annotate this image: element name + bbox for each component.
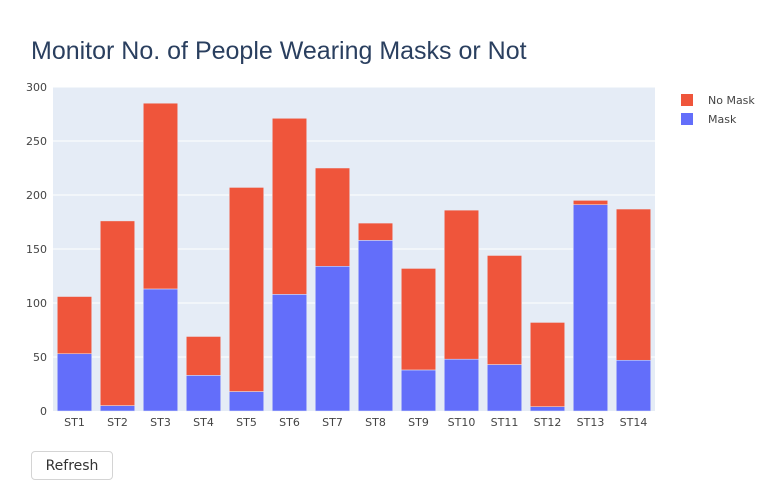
bar-mask[interactable] <box>487 364 522 412</box>
y-tick-label: 50 <box>33 351 47 364</box>
x-tick-label: ST7 <box>322 416 343 429</box>
bar-mask[interactable] <box>272 294 307 412</box>
chart-title: Monitor No. of People Wearing Masks or N… <box>31 37 527 65</box>
legend: No Mask Mask <box>681 94 755 126</box>
x-tick-label: ST2 <box>107 416 128 429</box>
bar-mask[interactable] <box>530 406 565 412</box>
bar-mask[interactable] <box>100 405 135 412</box>
bar-no-mask[interactable] <box>100 220 135 406</box>
x-tick-label: ST4 <box>193 416 214 429</box>
bar-mask[interactable] <box>315 266 350 412</box>
y-tick-label: 300 <box>26 81 47 94</box>
x-tick-label: ST14 <box>620 416 648 429</box>
bar-no-mask[interactable] <box>57 296 92 355</box>
bar-mask[interactable] <box>444 358 479 412</box>
bar-no-mask[interactable] <box>616 208 651 361</box>
bar-mask[interactable] <box>57 353 92 412</box>
x-tick-label: ST1 <box>64 416 85 429</box>
bar-no-mask[interactable] <box>315 167 350 267</box>
x-tick-label: ST5 <box>236 416 257 429</box>
bar-no-mask[interactable] <box>487 255 522 365</box>
legend-label[interactable]: No Mask <box>708 94 755 107</box>
bar-no-mask[interactable] <box>530 322 565 407</box>
bar-no-mask[interactable] <box>186 336 221 376</box>
x-tick-label: ST9 <box>408 416 429 429</box>
legend-swatch[interactable] <box>681 113 693 125</box>
bar-no-mask[interactable] <box>229 187 264 392</box>
bar-no-mask[interactable] <box>358 222 393 241</box>
bar-mask[interactable] <box>358 240 393 412</box>
y-tick-label: 100 <box>26 297 47 310</box>
bar-mask[interactable] <box>401 369 436 412</box>
bar-no-mask[interactable] <box>272 118 307 295</box>
bar-mask[interactable] <box>616 359 651 412</box>
x-axis-ticks: ST1 ST2 ST3 ST4 ST5 ST6 ST7 ST8 ST9 ST10 ST11 ST12 S… <box>64 416 647 429</box>
bar-mask[interactable] <box>143 288 178 412</box>
bar-mask[interactable] <box>229 391 264 412</box>
x-tick-label: ST3 <box>150 416 171 429</box>
bar-mask[interactable] <box>186 375 221 412</box>
y-axis-ticks: 0 50 100 150 200 250 300 <box>26 81 47 418</box>
y-tick-label: 250 <box>26 135 47 148</box>
x-tick-label: ST10 <box>448 416 476 429</box>
legend-label[interactable]: Mask <box>708 113 737 126</box>
refresh-button[interactable]: Refresh <box>31 451 113 480</box>
bar-no-mask[interactable] <box>143 102 178 290</box>
bar-no-mask[interactable] <box>573 200 608 205</box>
bar-mask[interactable] <box>573 204 608 412</box>
y-tick-label: 150 <box>26 243 47 256</box>
x-tick-label: ST8 <box>365 416 386 429</box>
x-tick-label: ST11 <box>491 416 519 429</box>
stacked-bar-chart: Monitor No. of People Wearing Masks or N… <box>26 37 755 429</box>
bar-no-mask[interactable] <box>401 268 436 371</box>
x-tick-label: ST6 <box>279 416 300 429</box>
y-tick-label: 0 <box>40 405 47 418</box>
bar-no-mask[interactable] <box>444 209 479 360</box>
legend-swatch[interactable] <box>681 94 693 106</box>
x-tick-label: ST13 <box>577 416 605 429</box>
x-tick-label: ST12 <box>534 416 562 429</box>
bars <box>57 102 651 412</box>
y-tick-label: 200 <box>26 189 47 202</box>
